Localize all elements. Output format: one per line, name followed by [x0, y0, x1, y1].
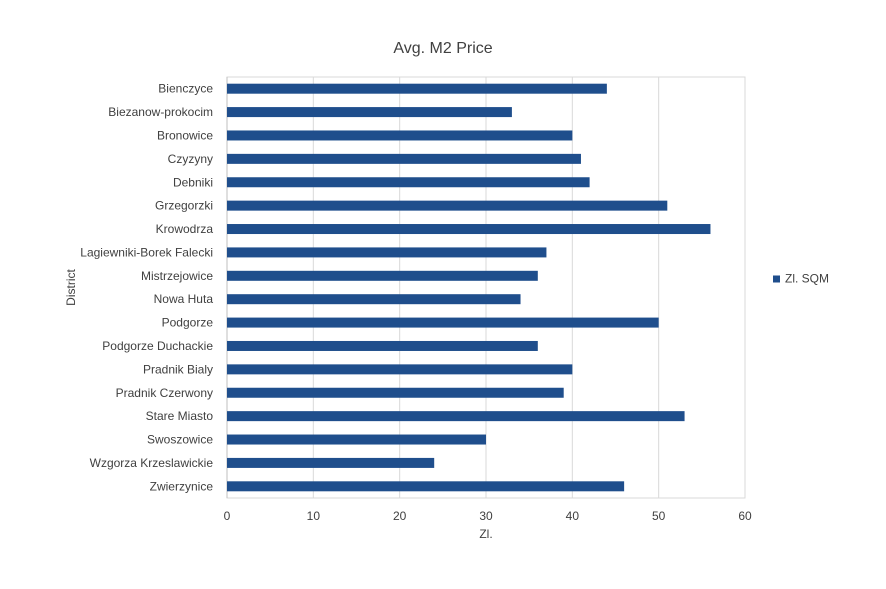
bar: [227, 340, 538, 351]
bar: [227, 387, 564, 398]
category-label: Podgorze: [162, 316, 214, 330]
x-tick-label: 0: [224, 509, 231, 523]
x-tick-label: 50: [652, 509, 666, 523]
category-label: Pradnik Bialy: [143, 362, 213, 376]
legend-swatch: [773, 275, 780, 283]
bar: [227, 457, 435, 468]
category-label: Pradnik Czerwony: [116, 386, 213, 400]
category-label: Grzegorzki: [155, 199, 213, 213]
category-label: Podgorze Duchackie: [102, 339, 213, 353]
bar: [227, 177, 590, 188]
bar: [227, 107, 512, 118]
x-tick-label: 30: [479, 509, 493, 523]
bar: [227, 247, 547, 258]
category-label: Swoszowice: [147, 433, 213, 447]
bar: [227, 411, 685, 422]
legend-label: Zl. SQM: [785, 272, 829, 286]
x-tick-label: 40: [566, 509, 580, 523]
x-axis-title: Zl.: [479, 527, 492, 541]
category-label: Wzgorza Krzeslawickie: [90, 456, 214, 470]
category-label: Bienczyce: [158, 82, 213, 96]
bar: [227, 434, 486, 445]
y-axis-title: District: [64, 269, 78, 306]
bar: [227, 83, 607, 94]
bar: [227, 294, 521, 305]
category-label: Mistrzejowice: [141, 269, 213, 283]
bar: [227, 317, 659, 328]
bar: [227, 270, 538, 281]
bar: [227, 224, 711, 235]
category-label: Zwierzynice: [150, 479, 214, 493]
category-label: Lagiewniki-Borek Falecki: [80, 245, 213, 259]
bar: [227, 130, 573, 141]
bar: [227, 200, 668, 211]
category-label: Stare Miasto: [146, 409, 214, 423]
category-label: Nowa Huta: [154, 292, 214, 306]
bar: [227, 364, 573, 375]
x-tick-label: 20: [393, 509, 407, 523]
bar: [227, 481, 625, 492]
chart-title: Avg. M2 Price: [393, 40, 493, 57]
bar: [227, 153, 581, 164]
category-label: Debniki: [173, 175, 213, 189]
x-tick-label: 10: [307, 509, 321, 523]
category-label: Krowodrza: [156, 222, 214, 236]
x-tick-label: 60: [738, 509, 752, 523]
category-label: Bronowice: [157, 128, 213, 142]
category-label: Czyzyny: [168, 152, 213, 166]
category-label: Biezanow-prokocim: [108, 105, 213, 119]
